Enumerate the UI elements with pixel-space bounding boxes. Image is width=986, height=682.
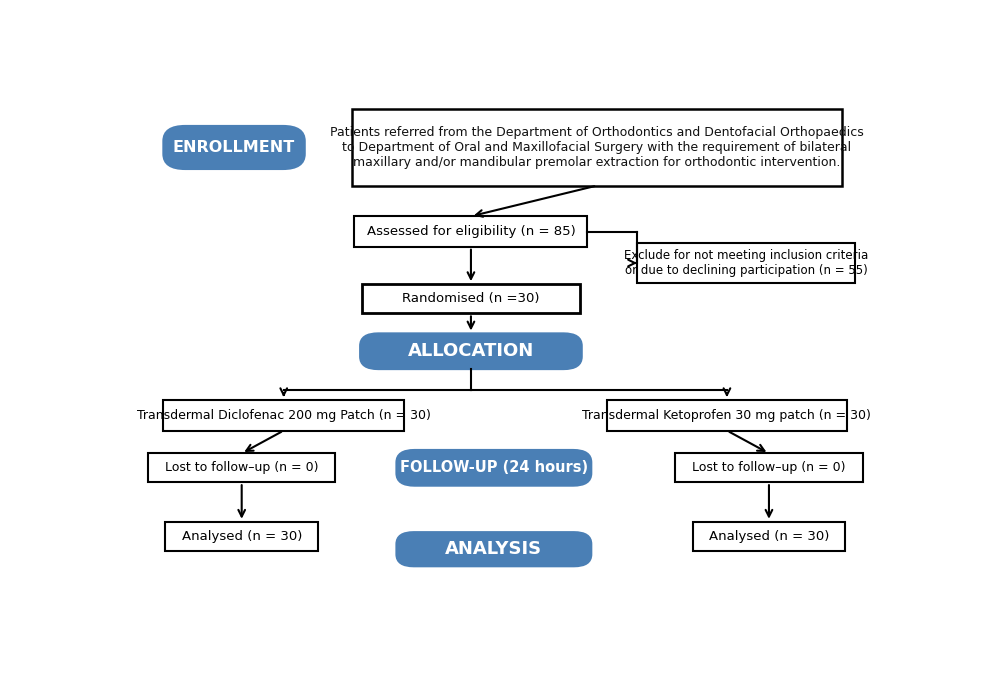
Text: Transdermal Ketoprofen 30 mg patch (n = 30): Transdermal Ketoprofen 30 mg patch (n = …: [583, 409, 872, 421]
FancyBboxPatch shape: [360, 333, 582, 369]
Text: FOLLOW-UP (24 hours): FOLLOW-UP (24 hours): [399, 460, 588, 475]
Bar: [354, 216, 588, 247]
Text: Analysed (n = 30): Analysed (n = 30): [181, 530, 302, 543]
Text: Lost to follow–up (n = 0): Lost to follow–up (n = 0): [692, 461, 846, 474]
Text: Assessed for eligibility (n = 85): Assessed for eligibility (n = 85): [367, 225, 575, 238]
Bar: [362, 284, 580, 314]
Bar: [164, 400, 404, 430]
Bar: [692, 522, 845, 550]
Bar: [166, 522, 318, 550]
Text: Lost to follow–up (n = 0): Lost to follow–up (n = 0): [165, 461, 318, 474]
Text: Patients referred from the Department of Orthodontics and Dentofacial Orthopaedi: Patients referred from the Department of…: [330, 126, 864, 169]
Text: Analysed (n = 30): Analysed (n = 30): [709, 530, 829, 543]
Bar: [148, 454, 335, 482]
FancyBboxPatch shape: [396, 450, 592, 486]
Text: Randomised (n =30): Randomised (n =30): [402, 292, 539, 306]
FancyBboxPatch shape: [396, 532, 592, 566]
Text: Transdermal Diclofenac 200 mg Patch (n = 30): Transdermal Diclofenac 200 mg Patch (n =…: [137, 409, 431, 421]
Text: ALLOCATION: ALLOCATION: [408, 342, 534, 360]
Text: Exclude for not meeting inclusion criteria
or due to declining participation (n : Exclude for not meeting inclusion criter…: [624, 249, 868, 277]
FancyBboxPatch shape: [164, 126, 305, 169]
Bar: [606, 400, 847, 430]
Bar: [675, 454, 863, 482]
Text: ENROLLMENT: ENROLLMENT: [173, 140, 295, 155]
Bar: [637, 243, 855, 283]
Text: ANALYSIS: ANALYSIS: [446, 540, 542, 558]
Bar: [353, 109, 841, 186]
